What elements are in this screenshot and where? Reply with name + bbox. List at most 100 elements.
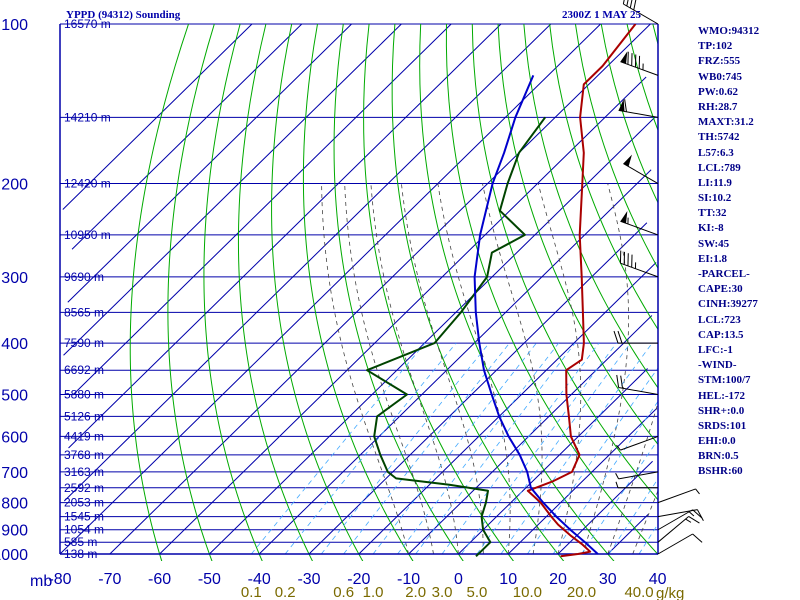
pressure-tick-label: 900 <box>1 523 28 540</box>
isotherm-line <box>258 169 652 555</box>
temperature-trace <box>526 24 637 558</box>
wind-barb <box>615 481 658 489</box>
index-line: HEL:-172 <box>698 389 746 402</box>
index-line: PW:0.62 <box>698 85 739 98</box>
wind-barb <box>620 210 659 236</box>
height-label: 7590 m <box>64 336 104 350</box>
isotherm-line <box>62 23 253 210</box>
height-label: 1545 m <box>64 510 104 524</box>
wind-barbs <box>613 0 704 555</box>
wind-barb <box>657 509 703 531</box>
index-line: CINH:39277 <box>698 298 758 311</box>
index-line: -WIND- <box>698 359 737 372</box>
temperature-tick-label: 40 <box>649 571 667 588</box>
index-line: L57:6.3 <box>698 146 734 159</box>
isotherm-line <box>358 262 657 555</box>
moist-adiabat-line <box>437 183 511 555</box>
isotherm-line <box>507 407 658 555</box>
wind-barb <box>623 154 659 184</box>
wind-barb <box>622 0 659 25</box>
mixing-ratio-tick-label: 0.2 <box>275 584 296 600</box>
mixing-ratio-lines <box>251 342 658 555</box>
index-line: CAP:13.5 <box>698 328 744 341</box>
moist-adiabat-line <box>607 401 658 555</box>
sounding-traces <box>366 24 637 558</box>
index-line: WMO:94312 <box>698 25 760 37</box>
moist-adiabat-line <box>370 183 459 555</box>
height-label: 8565 m <box>64 305 104 319</box>
dewpoint-trace <box>366 116 547 558</box>
isotherm-line <box>109 23 651 555</box>
temperature-tick-label: 30 <box>599 571 617 588</box>
index-line: LFC:-1 <box>698 343 733 356</box>
height-label: 14210 m <box>64 110 111 124</box>
index-line: MAXT:31.2 <box>698 116 754 129</box>
wind-barb <box>620 51 659 76</box>
index-line: EHI:0.0 <box>698 435 736 448</box>
height-label: 9690 m <box>64 270 104 284</box>
isotherm-line <box>68 23 502 449</box>
plot-frame <box>59 24 659 555</box>
height-label: 138 m <box>64 547 97 561</box>
isotherm-line <box>607 513 649 555</box>
dry-adiabat-line <box>419 24 615 561</box>
temperature-tick-label: 10 <box>499 571 517 588</box>
index-line: SRDS:101 <box>698 419 747 432</box>
wind-barb <box>616 435 659 451</box>
moist-adiabat-line <box>537 183 582 555</box>
height-label: 6692 m <box>64 363 104 377</box>
wind-barb <box>657 509 704 522</box>
isotherm-line <box>71 23 303 250</box>
isotherm-line <box>72 23 452 396</box>
mixing-ratio-tick-label: 0.6 <box>333 584 354 600</box>
index-line: KI:-8 <box>698 222 724 235</box>
mixing-ratio-line <box>527 367 658 555</box>
height-label: 5880 m <box>64 387 104 401</box>
index-line: TH:5742 <box>698 131 740 144</box>
index-line: TT:32 <box>698 207 727 220</box>
pressure-tick-label: 100 <box>1 17 28 34</box>
wind-barb <box>657 533 703 555</box>
wind-barb <box>657 516 700 543</box>
mixing-ratio-line <box>372 342 537 555</box>
mixing-ratio-line <box>476 342 631 555</box>
indices-panel: WMO:94312 TP:102 FRZ:555 WB0:745 PW:0.62 RH:2… <box>698 24 798 480</box>
dry-adiabat-line <box>333 24 464 561</box>
index-line: LCL:723 <box>698 313 741 326</box>
mixing-ratio-line <box>638 523 658 555</box>
wind-barb <box>616 374 659 395</box>
index-line: WB0:745 <box>698 70 742 83</box>
station-title: YPPD (94312) Sounding <box>66 9 181 21</box>
pressure-tick-label: 200 <box>1 177 28 194</box>
dry-adiabat-line <box>167 24 215 561</box>
index-line: LI:11.9 <box>698 176 732 189</box>
dry-adiabat-line <box>237 24 313 561</box>
mixing-ratio-tick-label: 40.0 <box>624 584 653 600</box>
index-line: SW:45 <box>698 237 730 250</box>
wind-barb <box>618 99 659 118</box>
temperature-tick-label: -50 <box>198 571 221 588</box>
wind-barb <box>615 471 659 480</box>
temperature-tick-label: -40 <box>248 571 271 588</box>
height-label: 16570 m <box>64 17 111 31</box>
dry-adiabat-line <box>363 24 514 561</box>
height-label: 10950 m <box>64 228 111 242</box>
height-label: 5126 m <box>64 409 104 423</box>
temperature-tick-label: -60 <box>148 571 171 588</box>
index-line: RH:28.7 <box>698 100 738 113</box>
dry-adiabat-line <box>302 24 414 561</box>
index-line: CAPE:30 <box>698 283 743 296</box>
wind-barb <box>613 330 658 344</box>
index-line: SHR+:0.0 <box>698 404 745 417</box>
axis-labels: 1002003004005006007008009001000mb-80-70-… <box>0 17 684 600</box>
temperature-tick-label: 0 <box>454 571 463 588</box>
index-line: FRZ:555 <box>698 55 741 68</box>
temperature-tick-label: 20 <box>549 571 567 588</box>
parcel-trace <box>473 75 599 555</box>
height-label: 2592 m <box>64 481 104 495</box>
mixing-ratio-line <box>581 438 658 555</box>
mixing-ratio-tick-label: 10.0 <box>513 584 542 600</box>
index-line: -PARCEL- <box>698 268 750 280</box>
pressure-tick-label: 700 <box>1 465 28 482</box>
